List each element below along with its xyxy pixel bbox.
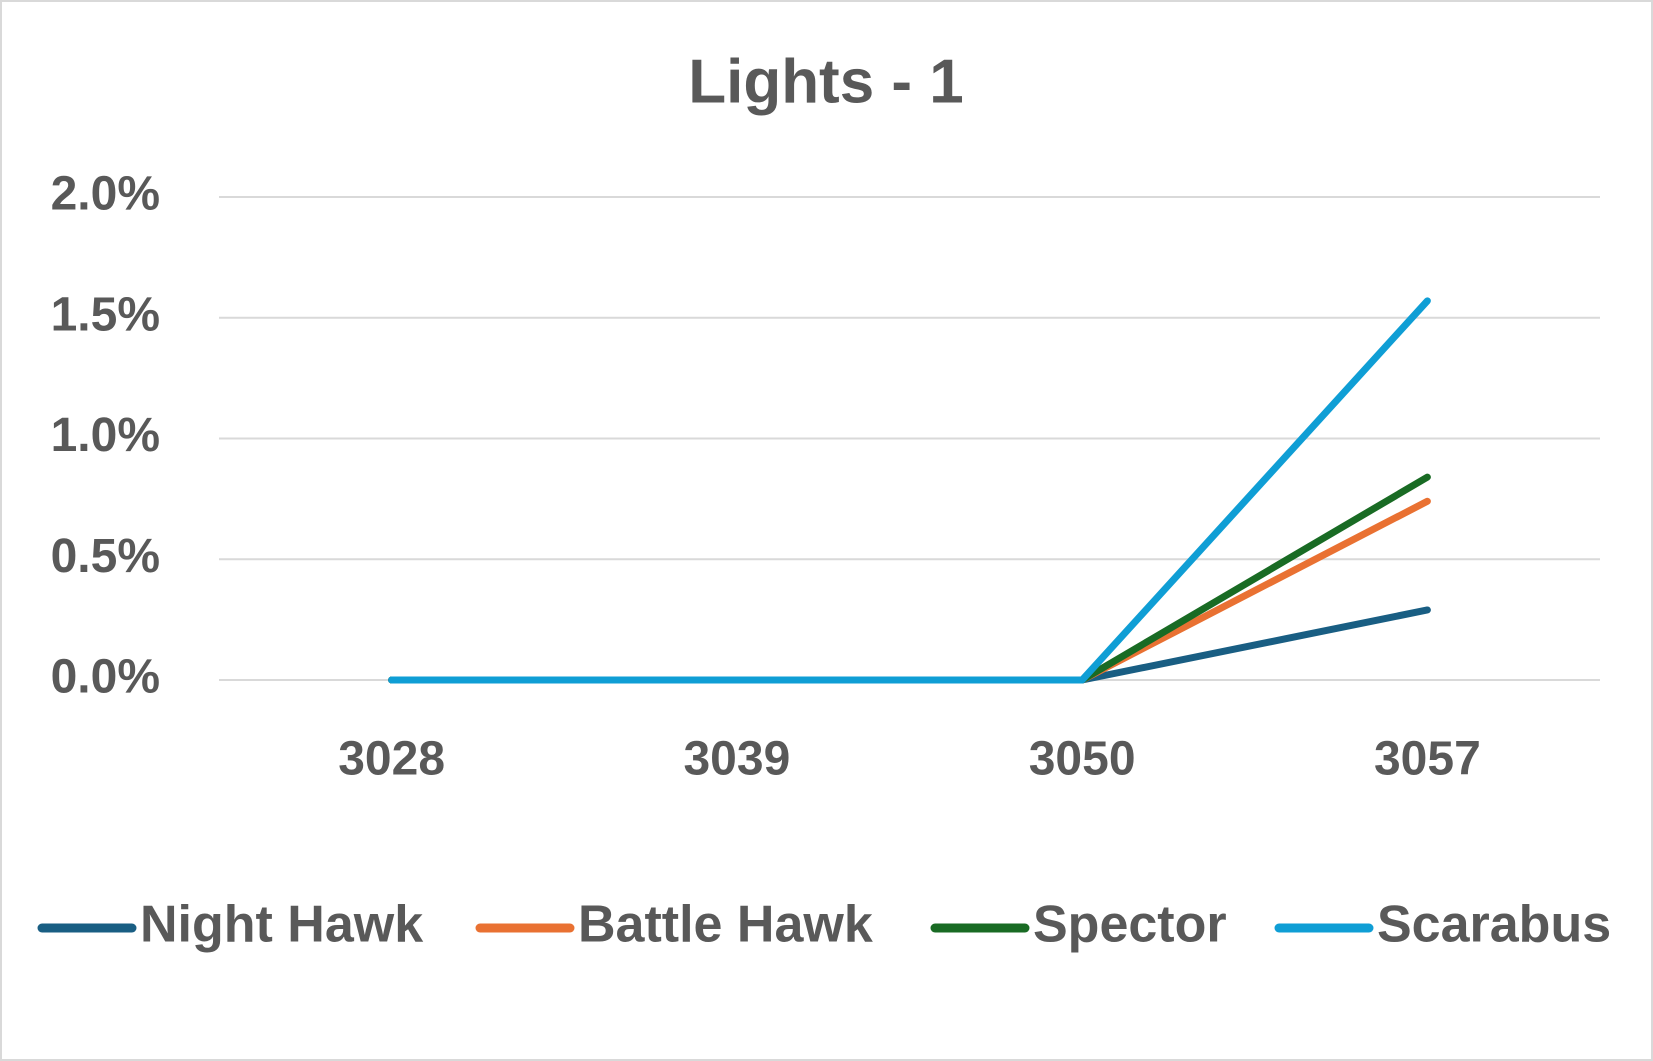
- x-tick-label: 3028: [338, 733, 445, 786]
- y-tick-label: 1.5%: [51, 288, 160, 341]
- x-tick-label: 3050: [1029, 733, 1136, 786]
- series-line: [388, 297, 1431, 684]
- y-tick-label: 0.0%: [51, 651, 160, 704]
- legend-label: Night Hawk: [140, 896, 423, 954]
- legend-label: Scarabus: [1377, 896, 1611, 954]
- y-tick-label: 1.0%: [51, 409, 160, 462]
- x-tick-label: 3039: [683, 733, 790, 786]
- y-tick-label: 0.5%: [51, 530, 160, 583]
- chart-title: Lights - 1: [688, 47, 964, 116]
- legend-label: Battle Hawk: [578, 896, 873, 954]
- legend-label: Spector: [1033, 896, 1227, 954]
- y-tick-label: 2.0%: [51, 168, 160, 221]
- x-tick-label: 3057: [1374, 733, 1481, 786]
